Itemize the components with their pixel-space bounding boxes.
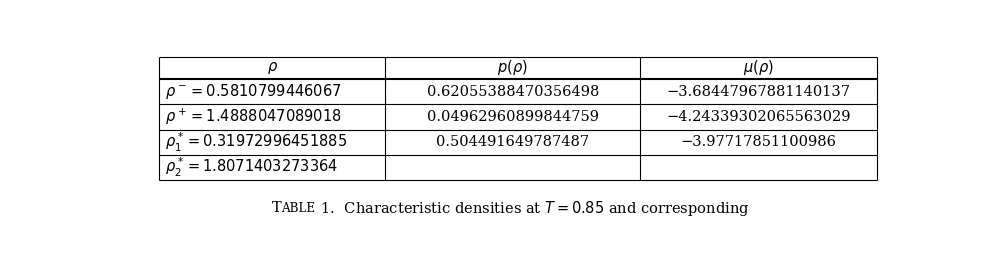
Text: 0.62055388470356498: 0.62055388470356498 xyxy=(426,85,599,99)
Text: ABLE: ABLE xyxy=(282,202,316,215)
Text: −3.97717851100986: −3.97717851100986 xyxy=(680,135,837,149)
Text: −3.68447967881140137: −3.68447967881140137 xyxy=(666,85,851,99)
Text: $\rho^+ = 1.4888047089018$: $\rho^+ = 1.4888047089018$ xyxy=(165,107,343,127)
Text: 0.04962960899844759: 0.04962960899844759 xyxy=(426,110,599,124)
Text: T: T xyxy=(272,201,282,215)
Text: −4.24339302065563029: −4.24339302065563029 xyxy=(666,110,851,124)
Text: $\rho_1^* = 0.31972996451885$: $\rho_1^* = 0.31972996451885$ xyxy=(165,131,348,154)
Text: 1.  Characteristic densities at $T = 0.85$ and corresponding: 1. Characteristic densities at $T = 0.85… xyxy=(316,199,749,218)
Text: $\rho^- = 0.5810799446067$: $\rho^- = 0.5810799446067$ xyxy=(165,82,343,101)
Text: $\mu(\rho)$: $\mu(\rho)$ xyxy=(743,58,774,77)
Text: $p(\rho)$: $p(\rho)$ xyxy=(497,58,528,77)
Text: $\rho$: $\rho$ xyxy=(267,60,278,76)
Text: 0.504491649787487: 0.504491649787487 xyxy=(436,135,590,149)
Text: $\rho_2^* = 1.8071403273364$: $\rho_2^* = 1.8071403273364$ xyxy=(165,156,339,179)
